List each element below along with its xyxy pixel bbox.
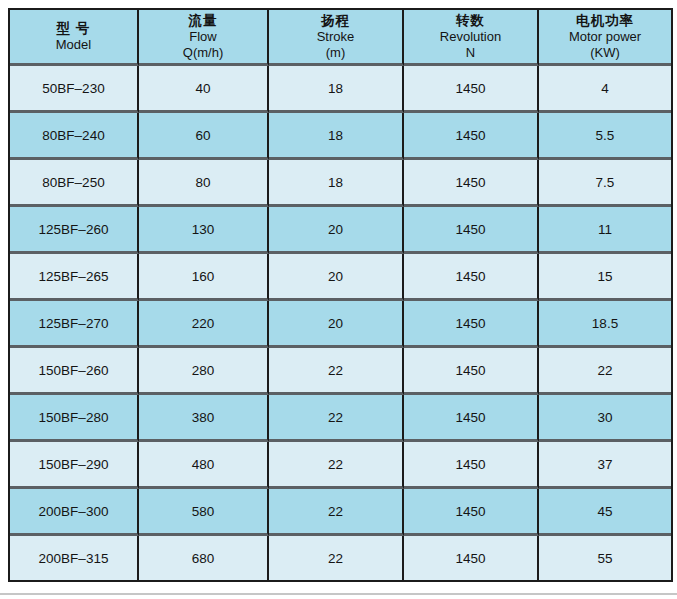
revolution-cell: 1450 [404, 348, 539, 395]
flow-cell: 130 [139, 207, 269, 254]
col-header-model: 型 号 Model [10, 10, 139, 66]
table-row: 150BF–26028022145022 [10, 348, 671, 395]
stroke-cell: 22 [269, 536, 404, 580]
revolution-cell: 1450 [404, 442, 539, 489]
model-cell: 150BF–260 [10, 348, 139, 395]
stroke-cell: 18 [269, 160, 404, 207]
table-row: 200BF–30058022145045 [10, 489, 671, 536]
revolution-cell: 1450 [404, 66, 539, 113]
stroke-cell: 20 [269, 207, 404, 254]
model-cell: 125BF–260 [10, 207, 139, 254]
page-bottom-rule [0, 593, 677, 595]
model-cell: 50BF–230 [10, 66, 139, 113]
table-row: 150BF–28038022145030 [10, 395, 671, 442]
stroke-cell: 22 [269, 489, 404, 536]
motor-power-cell: 55 [539, 536, 671, 580]
motor-power-cell: 45 [539, 489, 671, 536]
col-header-flow-en: Flow [139, 29, 267, 45]
revolution-cell: 1450 [404, 301, 539, 348]
revolution-cell: 1450 [404, 160, 539, 207]
table-row: 50BF–230401814504 [10, 66, 671, 113]
col-header-stroke-zh: 扬程 [269, 12, 402, 29]
revolution-cell: 1450 [404, 254, 539, 301]
revolution-cell: 1450 [404, 207, 539, 254]
model-cell: 200BF–300 [10, 489, 139, 536]
table-row: 125BF–26516020145015 [10, 254, 671, 301]
motor-power-cell: 11 [539, 207, 671, 254]
motor-power-cell: 7.5 [539, 160, 671, 207]
table-row: 150BF–29048022145037 [10, 442, 671, 489]
model-cell: 200BF–315 [10, 536, 139, 580]
motor-power-cell: 30 [539, 395, 671, 442]
col-header-revolution-unit: N [404, 45, 537, 61]
col-header-stroke-en: Stroke [269, 29, 402, 45]
col-header-revolution: 转数 Revolution N [404, 10, 539, 66]
col-header-motor-power-en: Motor power [539, 29, 671, 45]
motor-power-cell: 4 [539, 66, 671, 113]
pump-spec-table: 型 号 Model 流量 Flow Q(m/h) 扬程 Stroke (m) 转… [8, 8, 673, 582]
header-row: 型 号 Model 流量 Flow Q(m/h) 扬程 Stroke (m) 转… [10, 10, 671, 66]
motor-power-cell: 15 [539, 254, 671, 301]
col-header-motor-power: 电机功率 Motor power (KW) [539, 10, 671, 66]
col-header-flow-zh: 流量 [139, 12, 267, 29]
col-header-flow-unit: Q(m/h) [139, 45, 267, 61]
flow-cell: 680 [139, 536, 269, 580]
flow-cell: 160 [139, 254, 269, 301]
revolution-cell: 1450 [404, 113, 539, 160]
col-header-revolution-zh: 转数 [404, 12, 537, 29]
stroke-cell: 20 [269, 254, 404, 301]
flow-cell: 380 [139, 395, 269, 442]
motor-power-cell: 22 [539, 348, 671, 395]
stroke-cell: 22 [269, 395, 404, 442]
model-cell: 125BF–265 [10, 254, 139, 301]
model-cell: 150BF–280 [10, 395, 139, 442]
revolution-cell: 1450 [404, 489, 539, 536]
revolution-cell: 1450 [404, 536, 539, 580]
flow-cell: 40 [139, 66, 269, 113]
col-header-motor-power-zh: 电机功率 [539, 12, 671, 29]
model-cell: 80BF–250 [10, 160, 139, 207]
stroke-cell: 18 [269, 66, 404, 113]
col-header-model-zh: 型 号 [10, 20, 137, 37]
motor-power-cell: 37 [539, 442, 671, 489]
col-header-stroke: 扬程 Stroke (m) [269, 10, 404, 66]
col-header-model-en: Model [10, 37, 137, 53]
motor-power-cell: 18.5 [539, 301, 671, 348]
stroke-cell: 18 [269, 113, 404, 160]
model-cell: 125BF–270 [10, 301, 139, 348]
stroke-cell: 22 [269, 348, 404, 395]
stroke-cell: 20 [269, 301, 404, 348]
col-header-motor-power-unit: (KW) [539, 45, 671, 61]
catalog-page: 型 号 Model 流量 Flow Q(m/h) 扬程 Stroke (m) 转… [0, 0, 677, 599]
table-row: 200BF–31568022145055 [10, 536, 671, 580]
col-header-stroke-unit: (m) [269, 45, 402, 61]
flow-cell: 580 [139, 489, 269, 536]
flow-cell: 60 [139, 113, 269, 160]
table-row: 125BF–27022020145018.5 [10, 301, 671, 348]
col-header-flow: 流量 Flow Q(m/h) [139, 10, 269, 66]
table-body: 50BF–23040181450480BF–240601814505.580BF… [10, 66, 671, 580]
flow-cell: 80 [139, 160, 269, 207]
table-row: 80BF–250801814507.5 [10, 160, 671, 207]
stroke-cell: 22 [269, 442, 404, 489]
model-cell: 80BF–240 [10, 113, 139, 160]
table-row: 125BF–26013020145011 [10, 207, 671, 254]
col-header-revolution-en: Revolution [404, 29, 537, 45]
flow-cell: 280 [139, 348, 269, 395]
revolution-cell: 1450 [404, 395, 539, 442]
motor-power-cell: 5.5 [539, 113, 671, 160]
flow-cell: 480 [139, 442, 269, 489]
model-cell: 150BF–290 [10, 442, 139, 489]
flow-cell: 220 [139, 301, 269, 348]
table-row: 80BF–240601814505.5 [10, 113, 671, 160]
